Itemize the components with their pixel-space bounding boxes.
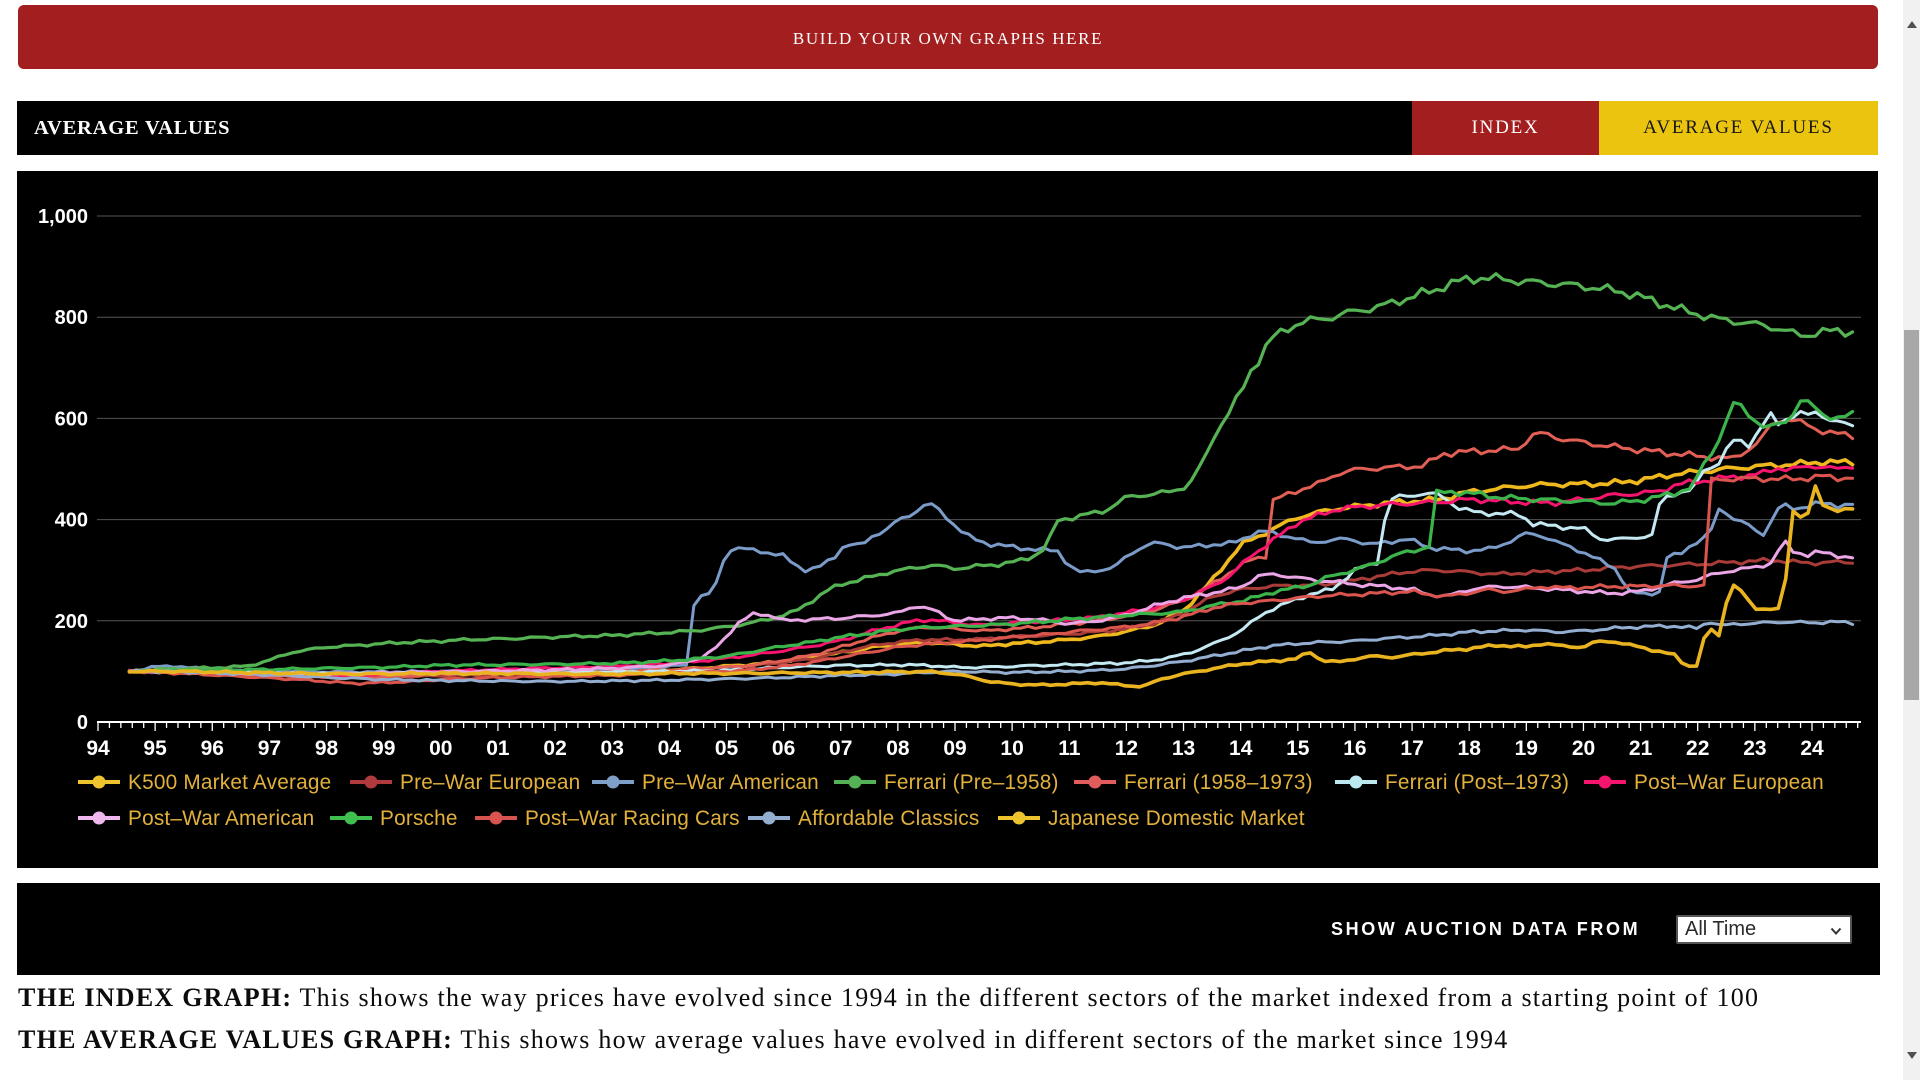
svg-text:Porsche: Porsche [380,807,458,830]
svg-text:07: 07 [829,737,852,760]
svg-text:23: 23 [1743,737,1766,760]
svg-text:Post–War American: Post–War American [128,807,314,830]
svg-text:Post–War European: Post–War European [1634,771,1824,794]
svg-text:98: 98 [315,737,339,760]
svg-text:11: 11 [1058,737,1081,760]
svg-text:12: 12 [1115,737,1138,760]
svg-text:17: 17 [1400,737,1423,760]
svg-text:24: 24 [1800,737,1824,760]
svg-text:15: 15 [1286,737,1310,760]
svg-text:800: 800 [55,307,88,329]
svg-text:20: 20 [1572,737,1595,760]
svg-text:K500 Market Average: K500 Market Average [128,771,331,794]
svg-text:14: 14 [1229,737,1253,760]
svg-text:21: 21 [1629,737,1653,760]
svg-text:03: 03 [601,737,624,760]
svg-text:08: 08 [886,737,910,760]
svg-text:19: 19 [1515,737,1538,760]
svg-text:0: 0 [77,712,88,734]
svg-text:01: 01 [486,737,510,760]
svg-text:99: 99 [372,737,395,760]
svg-text:95: 95 [143,737,167,760]
svg-text:16: 16 [1343,737,1366,760]
svg-text:600: 600 [55,408,88,430]
svg-text:96: 96 [201,737,224,760]
svg-text:02: 02 [543,737,566,760]
svg-text:Post–War Racing Cars: Post–War Racing Cars [525,807,740,830]
svg-text:200: 200 [55,611,88,633]
svg-text:18: 18 [1458,737,1482,760]
svg-text:94: 94 [86,737,110,760]
svg-text:Pre–War American: Pre–War American [642,771,819,794]
svg-text:09: 09 [943,737,966,760]
svg-text:04: 04 [658,737,682,760]
svg-text:Japanese Domestic Market: Japanese Domestic Market [1048,807,1305,830]
svg-text:Pre–War European: Pre–War European [400,771,580,794]
svg-text:05: 05 [715,737,739,760]
svg-text:Ferrari (1958–1973): Ferrari (1958–1973) [1124,771,1313,794]
svg-text:06: 06 [772,737,795,760]
svg-text:00: 00 [429,737,452,760]
svg-text:Ferrari (Post–1973): Ferrari (Post–1973) [1385,771,1569,794]
svg-text:13: 13 [1172,737,1195,760]
svg-text:Ferrari (Pre–1958): Ferrari (Pre–1958) [884,771,1059,794]
svg-text:10: 10 [1000,737,1023,760]
svg-text:1,000: 1,000 [38,206,88,228]
svg-text:22: 22 [1686,737,1709,760]
svg-text:97: 97 [258,737,281,760]
svg-text:Affordable Classics: Affordable Classics [798,807,979,830]
svg-text:400: 400 [55,510,88,532]
